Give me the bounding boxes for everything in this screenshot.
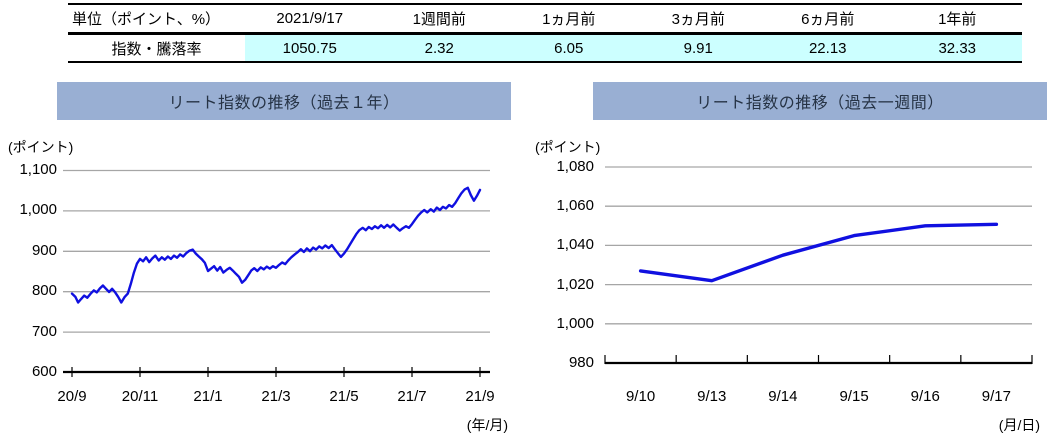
y-axis-tick-label: 1,020 bbox=[556, 275, 594, 293]
x-axis-tick-label: 9/10 bbox=[625, 388, 656, 405]
col-header: 1ヵ月前 bbox=[542, 11, 596, 28]
x-axis-tick-label: 20/11 bbox=[121, 388, 159, 405]
x-axis-tick-label: 21/1 bbox=[193, 388, 223, 405]
y-axis-tick-label: 900 bbox=[31, 241, 57, 259]
x-axis-tick-label: 21/5 bbox=[329, 388, 359, 405]
x-axis-tick-label: 9/13 bbox=[697, 388, 727, 405]
x-axis-tick-label: 9/14 bbox=[768, 388, 798, 405]
x-axis-tick-label: 20/9 bbox=[57, 388, 87, 405]
reit-index-1year-chart: (ポイント) (年/月) 1,100 1,000 900 800 700 600 20/9 2… bbox=[0, 135, 526, 441]
y-axis-tick-label: 800 bbox=[31, 282, 57, 300]
y-axis-tick-label: 700 bbox=[31, 322, 57, 340]
x-axis-tick-label: 21/9 bbox=[465, 388, 495, 405]
col-header: 1年前 bbox=[938, 11, 977, 28]
right-chart-title: リート指数の推移（過去一週間） bbox=[593, 82, 1047, 120]
y-axis-unit-label: (ポイント) bbox=[535, 139, 601, 155]
x-axis-unit-label: (月/日) bbox=[998, 417, 1040, 433]
col-header: 2021/9/17 bbox=[276, 10, 344, 27]
x-axis-unit-label: (年/月) bbox=[466, 417, 508, 433]
col-header: 1週間前 bbox=[412, 11, 466, 28]
x-axis-tick-label: 9/17 bbox=[981, 388, 1011, 405]
x-axis-tick-label: 9/16 bbox=[910, 388, 940, 405]
left-chart-title: リート指数の推移（過去１年） bbox=[57, 82, 511, 120]
y-axis-tick-label: 1,040 bbox=[556, 236, 594, 254]
y-axis-tick-label: 600 bbox=[31, 363, 57, 380]
y-axis-tick-label: 1,060 bbox=[556, 197, 594, 215]
x-axis-tick-label: 21/3 bbox=[261, 388, 291, 405]
line-plot bbox=[604, 166, 1033, 365]
unit-header-cell: 単位（ポイント、%） bbox=[72, 11, 221, 28]
value-cell: 32.33 bbox=[892, 35, 1022, 61]
y-axis-unit-label: (ポイント) bbox=[8, 139, 74, 155]
line-plot bbox=[63, 169, 490, 377]
table-header-row: 単位（ポイント、%） 2021/9/17 1週間前 1ヵ月前 3ヵ月前 6ヵ月前… bbox=[68, 5, 1022, 35]
y-axis-tick-label: 1,100 bbox=[19, 161, 57, 178]
x-axis-tick-label: 21/7 bbox=[397, 388, 427, 405]
value-cell: 2.32 bbox=[374, 35, 504, 61]
value-cell: 6.05 bbox=[504, 35, 634, 61]
y-axis-tick-label: 1,000 bbox=[19, 201, 57, 219]
x-axis-tick-label: 9/15 bbox=[839, 388, 869, 405]
value-cell: 1050.75 bbox=[245, 35, 375, 61]
value-cell: 22.13 bbox=[763, 35, 893, 61]
y-axis-tick-label: 1,000 bbox=[556, 314, 594, 332]
summary-table: 単位（ポイント、%） 2021/9/17 1週間前 1ヵ月前 3ヵ月前 6ヵ月前… bbox=[68, 3, 1022, 63]
value-cell: 9.91 bbox=[633, 35, 763, 61]
table-data-row: 指数・騰落率 1050.75 2.32 6.05 9.91 22.13 32.3… bbox=[68, 35, 1022, 61]
col-header: 6ヵ月前 bbox=[801, 11, 855, 28]
col-header: 3ヵ月前 bbox=[671, 11, 725, 28]
y-axis-tick-label: 980 bbox=[568, 354, 594, 371]
reit-index-1week-chart: (ポイント) (月/日) 1,080 1,060 1,040 1,020 1,000 98… bbox=[532, 135, 1058, 441]
row-label-cell: 指数・騰落率 bbox=[111, 40, 202, 58]
y-axis-tick-label: 1,080 bbox=[556, 158, 594, 175]
